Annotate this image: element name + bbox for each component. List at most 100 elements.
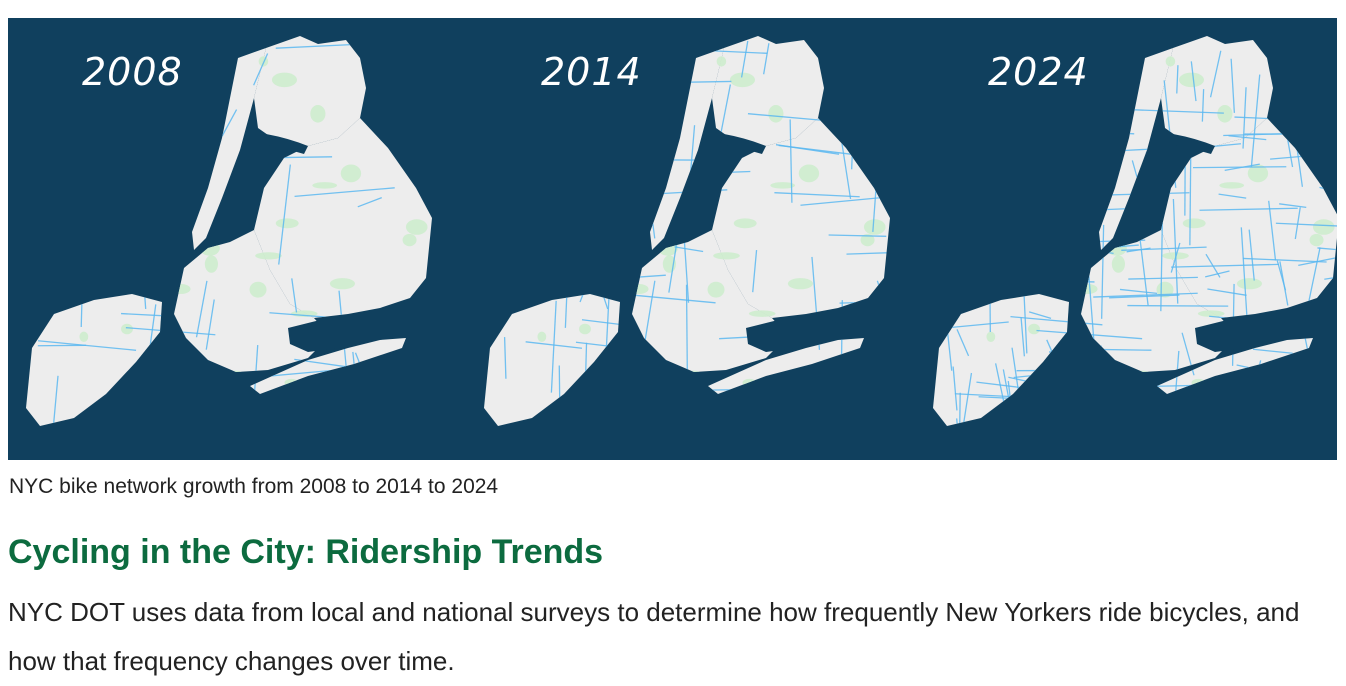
bike-lane [1063,389,1139,394]
bike-lane [364,420,368,460]
bike-lane [1153,407,1256,409]
bike-lane [527,213,553,215]
park-area [986,332,995,342]
bike-lane [752,396,761,435]
park-area [272,73,297,88]
bike-lane [258,405,311,407]
bike-lane [1090,118,1097,140]
bike-lane [825,321,927,331]
bike-lane [1321,141,1337,144]
bike-lane [982,159,995,189]
bike-lane [998,123,1012,146]
park-area [200,241,220,256]
bike-lane [1079,240,1145,242]
bike-lane [1318,75,1337,76]
bike-lane [138,202,146,308]
park-area [79,332,88,342]
bike-lane [378,379,463,385]
park-area [1112,255,1125,272]
park-area [508,195,533,202]
bike-lane [885,44,887,84]
park-area [1183,218,1206,228]
bike-lane [668,376,670,441]
park-area [1166,56,1176,66]
bike-lane [1100,111,1108,200]
park-area [276,218,299,228]
park-area [259,56,269,66]
bike-lane [1054,208,1156,212]
bike-lane [585,226,589,257]
bike-lane [1093,134,1105,219]
park-area [212,79,232,91]
bike-lane [1134,425,1228,433]
bike-lane [1000,166,1002,265]
bike-lane [1020,260,1042,261]
park-area [768,105,783,123]
borough-manhattan [650,48,724,250]
park-area [713,252,740,259]
park-area [403,234,417,246]
park-area [686,371,702,379]
bike-lane [1054,30,1119,40]
bike-lane [1065,413,1079,460]
section-heading: Cycling in the City: Ridership Trends [8,533,603,572]
bike-lane [1018,184,1024,214]
park-area [864,219,886,235]
bike-lane [878,40,892,117]
park-area [1237,278,1262,289]
park-area [1052,367,1075,384]
park-area [957,195,982,202]
bike-lane [1017,370,1114,371]
park-area [670,79,690,91]
borough-map-2008 [26,36,480,460]
borough-manhattan [1099,48,1173,250]
park-area [284,379,298,386]
park-area [603,367,626,384]
bike-lane [521,157,535,237]
bike-lane [639,346,641,438]
park-area [50,195,75,202]
bike-lane [859,45,967,51]
park-area [341,164,361,182]
park-area [630,284,649,294]
park-area [112,228,124,239]
year-label-2024: 2024 [988,50,1089,94]
borough-statenIsland [484,294,620,426]
bike-lane [1084,103,1123,107]
bike-lane [509,138,510,206]
borough-statenIsland [933,294,1069,426]
bike-lane [50,226,156,234]
park-area [310,105,325,123]
bike-lane [1057,130,1135,134]
bike-lane [387,137,481,144]
bike-lane [517,271,623,273]
bike-lane [1078,118,1089,170]
bike-lane [594,413,595,449]
bike-lane [1190,157,1191,245]
park-area [1119,79,1139,91]
bike-lane [872,346,913,350]
bike-lane [1318,61,1337,70]
bike-lane [978,250,992,284]
park-area [121,324,133,335]
bike-lane [959,95,962,136]
park-area [570,228,582,239]
bike-lane [988,277,1049,283]
bike-lane [1004,190,1083,195]
park-area [172,284,191,294]
bike-lane [1127,306,1228,307]
bike-lane [1041,200,1044,259]
bike-lane [799,425,801,460]
year-label-2014: 2014 [541,50,642,94]
bike-lane [956,208,988,210]
bike-lane [138,97,144,183]
bike-lane [1096,384,1103,460]
borough-manhattan [192,48,266,250]
bike-lane [36,176,46,231]
park-area [228,371,244,379]
bike-lane [1307,400,1320,460]
bike-lane [852,75,933,84]
bike-lane [638,63,679,73]
bike-lane [35,113,85,121]
park-area [1179,73,1204,88]
